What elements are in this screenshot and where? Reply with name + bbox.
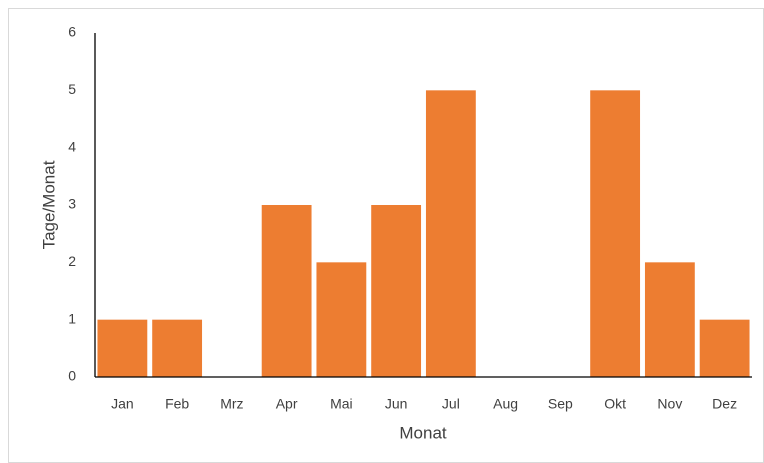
y-tick-label: 4 [68,138,76,154]
x-tick-label: Apr [276,396,298,412]
bar [316,262,367,377]
bar [371,205,422,377]
y-tick-label: 5 [68,81,76,97]
x-tick-label: Mrz [220,396,243,412]
x-tick-label: Jun [385,396,408,412]
y-tick-label: 0 [68,368,76,384]
x-tick-label: Okt [604,396,626,412]
x-axis-title: Monat [399,423,447,442]
x-tick-label: Jul [442,396,460,412]
x-tick-label: Dez [712,396,737,412]
bar [699,319,750,377]
bar [425,90,476,377]
bar [97,319,148,377]
x-tick-label: Nov [657,396,682,412]
x-tick-label: Feb [165,396,189,412]
y-tick-label: 3 [68,196,76,212]
x-tick-label: Aug [493,396,518,412]
y-axis-title: Tage/Monat [39,160,58,249]
y-tick-label: 6 [68,24,76,40]
x-tick-label: Mai [330,396,353,412]
bar [152,319,203,377]
bar [644,262,695,377]
y-tick-label: 2 [68,253,76,269]
bar [590,90,641,377]
y-tick-label: 1 [68,310,76,326]
x-tick-label: Sep [548,396,573,412]
x-tick-label: Jan [111,396,134,412]
bar [261,205,312,377]
